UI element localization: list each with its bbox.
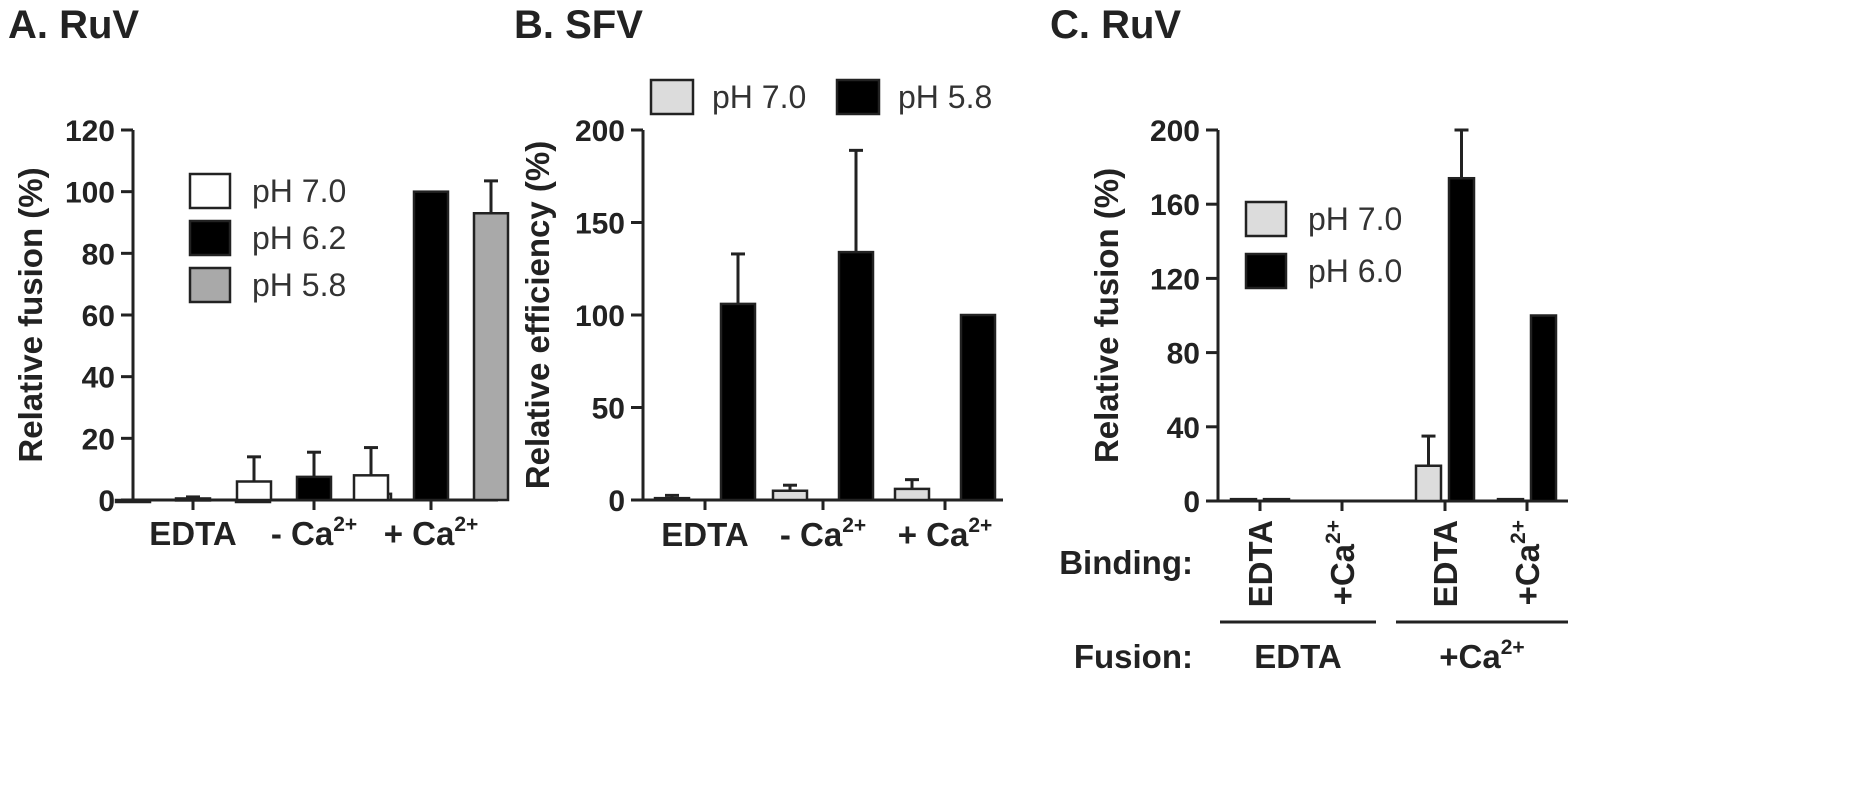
panel-b-y-tick-label: 50 [592,393,625,426]
panel-c-binding-label: +Ca2+ [1322,520,1361,605]
panel-a-y-tick-label: 0 [98,485,115,518]
panel-a-bar [114,498,152,504]
panel-b-sfv: 0 50 100 150 200 Relative efficiency (%) B. SF… [514,3,1003,553]
panel-a-panel-title: A. RuV [8,3,139,47]
panel-a-legend-label: pH 6.2 [252,220,346,256]
panel-a-bar [352,474,390,502]
panel-b-y-tick-label: 150 [575,208,625,241]
panel-b-y-tick-label: 200 [575,115,625,148]
panel-a-x-tick-label: + Ca2+ [384,513,479,552]
panel-c-bar [1447,176,1476,503]
panel-c-legend-label: pH 6.0 [1308,253,1402,289]
panel-a-ruv: 0 20 40 60 80 100 120 Relative fusion (%) A. RuV… [8,3,510,552]
panel-a-bar [472,212,510,502]
panel-a-legend-swatch [188,219,232,257]
panel-b-bar [837,250,875,502]
panel-a-y-tick-label: 60 [82,300,115,333]
panel-c-y-axis-label: Relative fusion (%) [1088,168,1125,463]
panel-c-legend-label: pH 7.0 [1308,201,1402,237]
panel-a-bar [235,480,273,502]
panel-c-legend-swatch [1244,200,1288,238]
panel-c-bar [1414,464,1443,503]
panel-a-legend-swatch [188,266,232,304]
panel-c-legend-swatch [1244,252,1288,290]
panel-c-y-tick-label: 40 [1167,412,1200,445]
panel-b-legend-label: pH 5.8 [898,79,992,115]
panel-b-x-tick-label: - Ca2+ [780,514,866,553]
panel-c-y-tick-label: 160 [1150,189,1200,222]
panel-b-legend-swatch [835,78,881,116]
panel-c-y-tick-label: 0 [1183,486,1200,519]
panel-b-bar [959,313,997,502]
panel-c-binding-label: EDTA [1242,520,1279,607]
panel-b-x-tick-label: EDTA [661,516,748,553]
panel-a-bar [295,475,333,502]
panel-c-binding-label: +Ca2+ [1507,520,1546,605]
panel-c-bar [1529,314,1558,503]
panel-b-y-tick-label: 0 [608,485,625,518]
panel-c-bar [1262,497,1291,503]
panel-a-x-tick-label: - Ca2+ [271,513,357,552]
panel-b-panel-title: B. SFV [514,3,643,47]
panel-c-binding-row-label: Binding: [1059,544,1193,581]
panel-b-legend-label: pH 7.0 [712,79,806,115]
panel-c-fusion-group-label: EDTA [1254,638,1341,675]
panel-a-legend-label: pH 5.8 [252,267,346,303]
panel-c-y-tick-label: 120 [1150,263,1200,296]
panel-b-bar [771,489,809,502]
panel-b-bar [719,302,757,502]
panel-c-y-tick-label: 200 [1150,115,1200,148]
panel-c-y-tick-label: 80 [1167,338,1200,371]
panel-c-fusion-row-label: Fusion: [1074,638,1193,675]
panel-c-fusion-group-label: +Ca2+ [1439,636,1524,675]
panel-b-x-tick-label: + Ca2+ [898,514,993,553]
panel-a-y-tick-label: 40 [82,362,115,395]
panel-b-y-tick-label: 100 [575,300,625,333]
panel-b-legend-swatch [649,78,695,116]
panel-c-binding-label: EDTA [1427,520,1464,607]
panel-c-bar [1229,497,1258,503]
panel-b-y-axis-label: Relative efficiency (%) [519,141,556,489]
panel-a-y-tick-label: 100 [65,177,115,210]
panel-a-y-tick-label: 80 [82,238,115,271]
panel-c-panel-title: C. RuV [1050,3,1181,47]
panel-a-y-tick-label: 120 [65,115,115,148]
panel-a-bar [412,190,450,502]
panel-a-legend-swatch [188,172,232,210]
panel-c-ruv: 0 40 80 120 160 200 Relative fusion (%) C. RuV E… [1050,3,1568,675]
panel-a-y-axis-label: Relative fusion (%) [12,167,49,462]
panel-a-y-tick-label: 20 [82,423,115,456]
panel-b-bar [893,487,931,502]
panel-b-bar [653,496,691,502]
panel-c-bar [1496,497,1525,503]
panel-a-legend-label: pH 7.0 [252,173,346,209]
panel-a-x-tick-label: EDTA [149,515,236,552]
